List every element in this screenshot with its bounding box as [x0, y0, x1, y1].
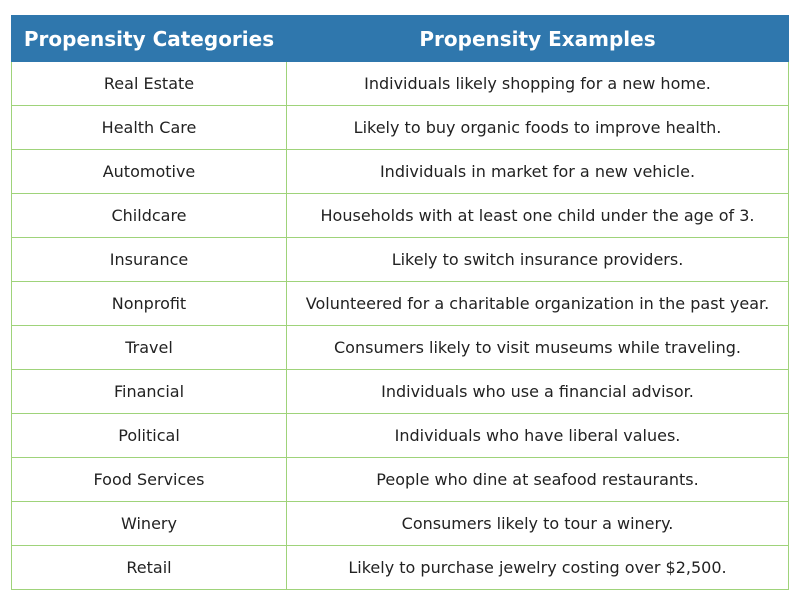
example-cell: Consumers likely to tour a winery.	[286, 501, 789, 546]
example-cell: Households with at least one child under…	[286, 193, 789, 238]
header-row: Propensity Categories Propensity Example…	[11, 15, 789, 62]
category-cell: Health Care	[11, 105, 287, 150]
example-cell: Likely to switch insurance providers.	[286, 237, 789, 282]
table-row: Retail Likely to purchase jewelry costin…	[11, 545, 789, 590]
example-cell: Individuals in market for a new vehicle.	[286, 149, 789, 194]
category-cell: Automotive	[11, 149, 287, 194]
example-cell: People who dine at seafood restaurants.	[286, 457, 789, 502]
category-cell: Political	[11, 413, 287, 458]
table-row: Winery Consumers likely to tour a winery…	[11, 501, 789, 546]
example-cell: Volunteered for a charitable organizatio…	[286, 281, 789, 326]
table-row: Food Services People who dine at seafood…	[11, 457, 789, 502]
category-cell: Real Estate	[11, 61, 287, 106]
table-row: Political Individuals who have liberal v…	[11, 413, 789, 458]
table-row: Travel Consumers likely to visit museums…	[11, 325, 789, 370]
category-cell: Nonprofit	[11, 281, 287, 326]
table-row: Nonprofit Volunteered for a charitable o…	[11, 281, 789, 326]
category-cell: Insurance	[11, 237, 287, 282]
category-cell: Winery	[11, 501, 287, 546]
category-cell: Retail	[11, 545, 287, 590]
table-row: Insurance Likely to switch insurance pro…	[11, 237, 789, 282]
example-cell: Likely to buy organic foods to improve h…	[286, 105, 789, 150]
propensity-table-container: Propensity Categories Propensity Example…	[11, 15, 789, 590]
example-cell: Individuals who use a financial advisor.	[286, 369, 789, 414]
table-header: Propensity Categories Propensity Example…	[11, 15, 789, 62]
example-cell: Individuals likely shopping for a new ho…	[286, 61, 789, 106]
example-cell: Individuals who have liberal values.	[286, 413, 789, 458]
header-categories: Propensity Categories	[11, 15, 287, 62]
table-row: Automotive Individuals in market for a n…	[11, 149, 789, 194]
table-row: Real Estate Individuals likely shopping …	[11, 61, 789, 106]
table-body: Real Estate Individuals likely shopping …	[11, 61, 789, 590]
propensity-table: Propensity Categories Propensity Example…	[11, 15, 789, 590]
category-cell: Travel	[11, 325, 287, 370]
example-cell: Consumers likely to visit museums while …	[286, 325, 789, 370]
table-row: Financial Individuals who use a financia…	[11, 369, 789, 414]
example-cell: Likely to purchase jewelry costing over …	[286, 545, 789, 590]
category-cell: Food Services	[11, 457, 287, 502]
category-cell: Childcare	[11, 193, 287, 238]
table-row: Childcare Households with at least one c…	[11, 193, 789, 238]
table-row: Health Care Likely to buy organic foods …	[11, 105, 789, 150]
category-cell: Financial	[11, 369, 287, 414]
header-examples: Propensity Examples	[286, 15, 789, 62]
